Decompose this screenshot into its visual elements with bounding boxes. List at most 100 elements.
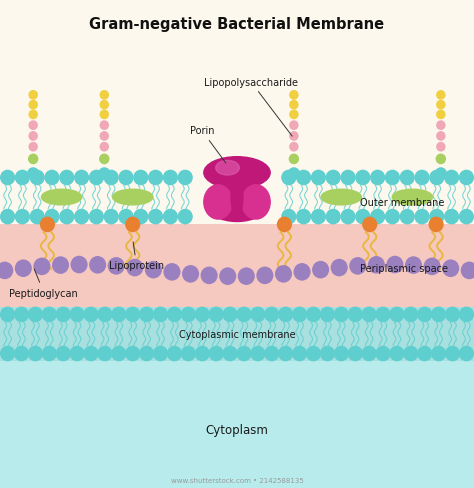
Circle shape (28, 91, 38, 101)
Text: Outer membrane: Outer membrane (360, 198, 445, 207)
Circle shape (59, 209, 74, 225)
Ellipse shape (112, 190, 153, 205)
Circle shape (108, 258, 125, 275)
Circle shape (436, 91, 446, 101)
Circle shape (83, 346, 99, 362)
Circle shape (431, 307, 446, 323)
Circle shape (435, 168, 447, 181)
Circle shape (125, 307, 140, 323)
Circle shape (29, 170, 45, 186)
Text: Cytoplasm: Cytoplasm (206, 423, 268, 436)
Circle shape (347, 307, 363, 323)
Circle shape (100, 91, 109, 101)
Circle shape (436, 101, 446, 110)
Circle shape (444, 170, 459, 186)
Circle shape (459, 307, 474, 323)
Circle shape (71, 256, 88, 274)
Circle shape (405, 257, 422, 274)
Circle shape (55, 346, 71, 362)
Circle shape (70, 307, 85, 323)
Circle shape (278, 346, 293, 362)
Circle shape (42, 346, 57, 362)
Circle shape (139, 307, 154, 323)
Ellipse shape (204, 185, 232, 220)
Text: Lipopolysaccharide: Lipopolysaccharide (204, 78, 298, 137)
Text: Peptidoglycan: Peptidoglycan (9, 269, 78, 298)
Ellipse shape (204, 157, 270, 189)
Circle shape (0, 346, 15, 362)
Circle shape (28, 346, 43, 362)
Circle shape (182, 265, 199, 283)
Circle shape (414, 170, 429, 186)
Circle shape (164, 264, 181, 281)
Circle shape (400, 209, 415, 225)
Circle shape (375, 346, 391, 362)
Circle shape (28, 101, 38, 110)
Circle shape (118, 170, 134, 186)
Circle shape (375, 307, 391, 323)
Ellipse shape (242, 185, 270, 220)
Bar (0, 323, 474, 488)
Circle shape (74, 209, 89, 225)
Circle shape (15, 170, 30, 186)
Circle shape (368, 257, 385, 274)
Circle shape (40, 217, 55, 233)
Circle shape (201, 267, 218, 285)
Circle shape (436, 110, 446, 120)
Circle shape (222, 346, 237, 362)
Circle shape (436, 142, 446, 152)
Circle shape (320, 346, 335, 362)
Circle shape (444, 209, 459, 225)
Circle shape (459, 209, 474, 225)
Circle shape (306, 346, 321, 362)
Circle shape (28, 142, 38, 152)
Circle shape (340, 209, 356, 225)
Circle shape (326, 170, 341, 186)
Circle shape (104, 170, 119, 186)
Circle shape (153, 307, 168, 323)
Circle shape (14, 307, 29, 323)
Circle shape (289, 142, 299, 152)
Circle shape (289, 132, 299, 142)
Circle shape (311, 209, 326, 225)
Circle shape (461, 262, 474, 280)
Circle shape (126, 259, 143, 277)
Circle shape (459, 346, 474, 362)
Circle shape (281, 170, 296, 186)
Circle shape (42, 307, 57, 323)
Circle shape (97, 346, 112, 362)
Circle shape (238, 268, 255, 285)
Circle shape (28, 110, 38, 120)
Circle shape (45, 209, 60, 225)
Circle shape (436, 154, 446, 165)
Circle shape (104, 209, 119, 225)
Circle shape (385, 209, 400, 225)
Circle shape (326, 209, 341, 225)
Circle shape (237, 346, 252, 362)
Circle shape (289, 121, 299, 131)
Circle shape (148, 209, 163, 225)
Ellipse shape (206, 188, 268, 222)
Circle shape (320, 307, 335, 323)
Circle shape (118, 209, 134, 225)
Circle shape (306, 307, 321, 323)
Circle shape (264, 307, 279, 323)
Circle shape (459, 170, 474, 186)
Circle shape (289, 110, 299, 120)
Circle shape (436, 121, 446, 131)
Circle shape (275, 265, 292, 283)
Circle shape (167, 346, 182, 362)
Circle shape (125, 217, 140, 233)
Circle shape (70, 346, 85, 362)
Circle shape (181, 346, 196, 362)
Circle shape (98, 168, 110, 181)
Circle shape (74, 170, 89, 186)
Circle shape (250, 307, 265, 323)
Circle shape (83, 307, 99, 323)
Circle shape (389, 346, 404, 362)
Circle shape (311, 170, 326, 186)
Circle shape (153, 346, 168, 362)
Circle shape (15, 209, 30, 225)
Circle shape (14, 346, 29, 362)
Circle shape (250, 346, 265, 362)
